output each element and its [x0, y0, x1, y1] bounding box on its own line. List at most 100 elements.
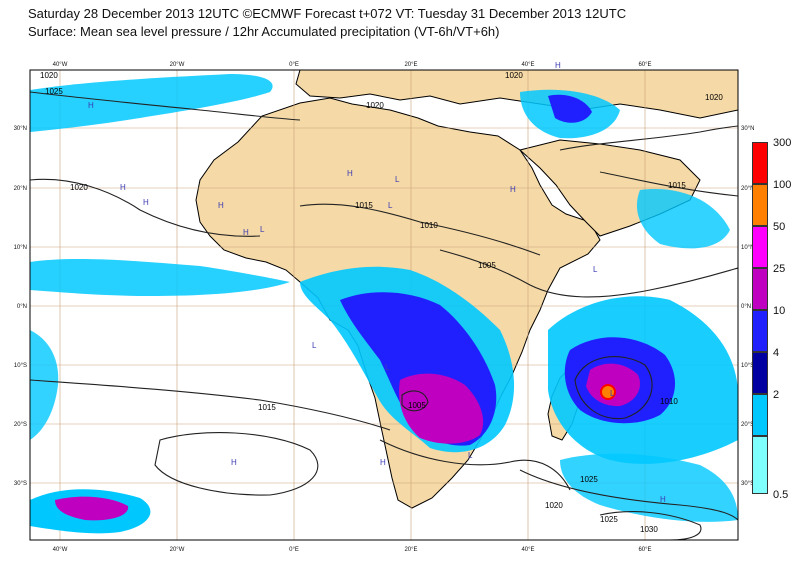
isobar-label: 1020	[705, 93, 723, 102]
isobar-label: 1015	[355, 201, 373, 210]
isobar-label: 1010	[420, 221, 438, 230]
colorbar-label: 300	[773, 137, 792, 149]
low-marker: L	[260, 225, 265, 234]
isobar-label: 1005	[478, 261, 496, 270]
isobar-label: 1025	[45, 87, 63, 96]
lon-label-top: 20°W	[170, 62, 185, 68]
lat-label-left: 30°N	[14, 126, 27, 132]
high-marker: H	[218, 201, 224, 210]
low-marker: L	[468, 451, 473, 460]
lon-label-bottom: 20°E	[404, 547, 417, 553]
precip-purple-central-africa	[399, 373, 484, 444]
lat-label-right: 30°N	[741, 126, 754, 132]
colorbar-swatch-4	[752, 352, 768, 394]
low-marker: L	[385, 363, 390, 372]
high-marker: H	[231, 458, 237, 467]
lat-label-left: 10°N	[14, 245, 27, 251]
lat-label-left: 30°S	[14, 481, 27, 487]
isobar-label: 1030	[640, 525, 658, 534]
low-marker: L	[593, 265, 598, 274]
colorbar-swatch-50	[752, 226, 768, 268]
colorbar-swatch-25	[752, 268, 768, 310]
lon-label-bottom: 60°E	[638, 547, 651, 553]
lat-label-left: 0°N	[17, 304, 27, 310]
low-marker: L	[388, 201, 393, 210]
low-marker: L	[395, 175, 400, 184]
isobar-cyclone-outer	[574, 356, 653, 420]
isobar-north-atlantic	[30, 91, 301, 121]
precip-cyan-southwest-atlantic	[30, 330, 59, 440]
precip-south-atlantic-core	[55, 496, 129, 521]
isobar-label: 1025	[600, 515, 618, 524]
high-marker: H	[347, 169, 353, 178]
chart-title-line-2: Surface: Mean sea level pressure / 12hr …	[28, 24, 500, 39]
isobar-south-atlantic-a	[30, 379, 391, 431]
isobar-central-africa	[439, 249, 738, 298]
precipitation-areas	[30, 74, 738, 534]
colorbar-label: 25	[773, 263, 786, 275]
isobar-label: 1025	[580, 475, 598, 484]
chart-title-line-1: Saturday 28 December 2013 12UTC ©ECMWF F…	[28, 6, 627, 21]
lat-label-right: 20°S	[741, 422, 754, 428]
precip-cyan-north-atlantic	[30, 74, 273, 132]
isobar-label: 1020	[40, 71, 58, 80]
precip-cyan-southern-indian-ocean	[560, 453, 738, 522]
lon-label-top: 40°W	[53, 62, 68, 68]
precip-cyan-arabian-sea	[636, 189, 730, 249]
isobar-label: 1020	[505, 71, 523, 80]
isobar-label: 1020	[366, 101, 384, 110]
low-pressure-markers: L L L L L L L L	[260, 175, 615, 460]
lat-label-right: 30°S	[741, 481, 754, 487]
isobar-mozambique-low	[401, 390, 429, 412]
lat-label-right: 0°N	[741, 304, 751, 310]
high-marker: H	[510, 185, 516, 194]
colorbar-label: 2	[773, 389, 780, 401]
colorbar-label: 4	[773, 347, 780, 359]
high-marker: H	[243, 228, 249, 237]
precip-cyan-tropical-atlantic	[30, 259, 290, 296]
low-marker: L	[610, 389, 615, 398]
lat-label-right: 10°S	[741, 363, 754, 369]
isobar-subtropical-atlantic	[30, 178, 261, 237]
lon-labels: 40°W 20°W 0°E 20°E 40°E 60°E 40°W 20°W 0…	[53, 62, 652, 553]
low-marker: L	[312, 341, 317, 350]
map-border	[29, 69, 739, 541]
lat-label-right: 10°N	[741, 245, 754, 251]
cyclone-core	[600, 384, 616, 400]
colorbar-swatch-10	[752, 310, 768, 352]
isobar-label: 1020	[70, 183, 88, 192]
colorbar-swatch-2	[752, 394, 768, 436]
colorbar-swatch-300	[752, 142, 768, 184]
lon-label-top: 20°E	[404, 62, 417, 68]
isobars	[30, 91, 738, 540]
isobar-southern-high	[599, 511, 702, 540]
colorbar-label: 0.5	[773, 489, 789, 501]
lat-label-left: 10°S	[14, 363, 27, 369]
high-marker: H	[143, 198, 149, 207]
lon-label-bottom: 40°W	[53, 547, 68, 553]
high-pressure-markers: H H H H H H H H H H H	[88, 61, 666, 504]
colorbar-label: 10	[773, 305, 786, 317]
isobar-southern-ocean	[519, 469, 738, 521]
high-marker: H	[380, 458, 386, 467]
lat-label-left: 20°S	[14, 422, 27, 428]
isobar-labels: 1020 1025 1020 1015 1010 1005 1015 1005 …	[40, 71, 723, 534]
lon-label-bottom: 40°E	[521, 547, 534, 553]
precip-blue-mediterranean	[548, 94, 592, 123]
isobar-label: 1020	[545, 501, 563, 510]
lat-label-left: 20°N	[14, 186, 27, 192]
isobar-east-mediterranean	[559, 125, 738, 151]
isobar-sahara	[299, 203, 541, 256]
lat-label-right: 20°N	[741, 186, 754, 192]
high-marker: H	[555, 61, 561, 70]
lon-label-top: 0°E	[289, 62, 299, 68]
high-marker: H	[660, 495, 666, 504]
colorbar-swatch-100	[752, 184, 768, 226]
lon-label-top: 60°E	[638, 62, 651, 68]
map-body	[30, 70, 738, 540]
isobar-label: 1015	[668, 181, 686, 190]
lon-label-top: 40°E	[521, 62, 534, 68]
isobar-label: 1010	[660, 397, 678, 406]
isobar-arabia	[599, 171, 738, 197]
